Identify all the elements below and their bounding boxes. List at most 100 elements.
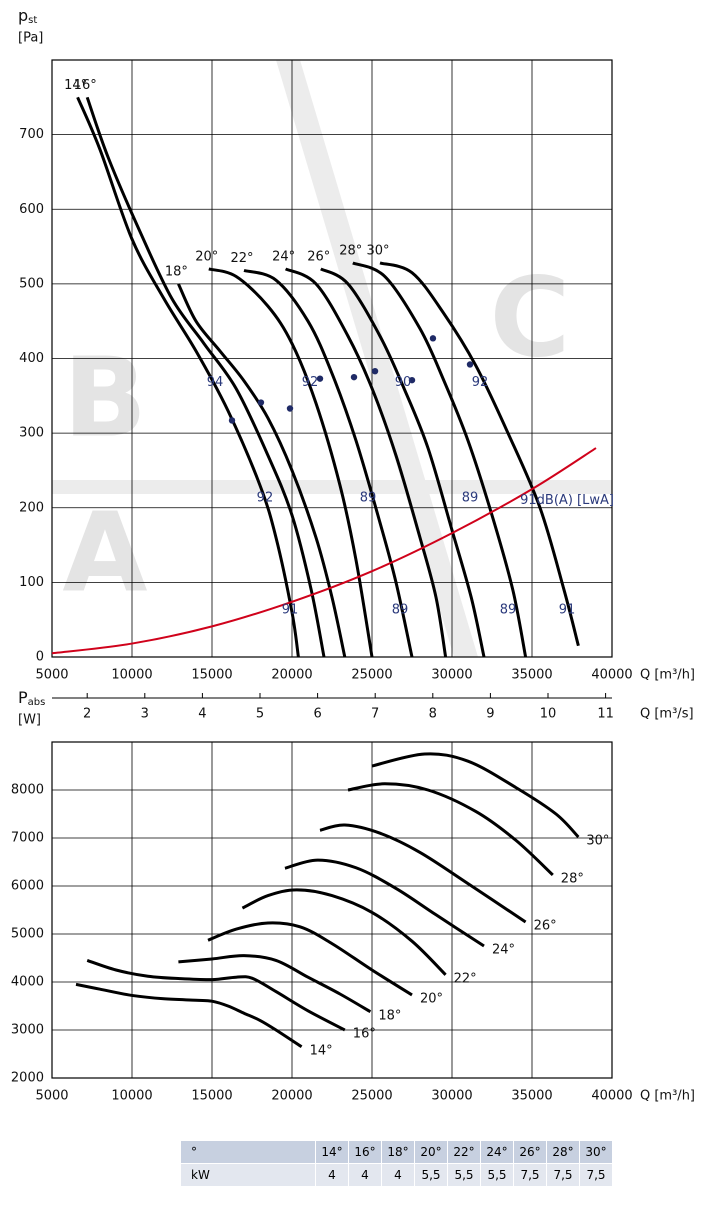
sound-level-label: 89 — [462, 491, 479, 506]
x2-tick-label: 6 — [313, 707, 321, 722]
x2-tick-label: 8 — [429, 707, 437, 722]
x2-tick-label: 11 — [597, 707, 614, 722]
x-tick-label: 30000 — [431, 668, 472, 683]
y-axis-symbol: p — [18, 6, 28, 25]
y-axis-unit: [Pa] — [18, 31, 43, 46]
curve-label: 28° — [561, 871, 584, 886]
y-axis-symbol: P — [18, 688, 28, 707]
y-tick-label: 400 — [19, 351, 44, 366]
x-tick-label: 25000 — [351, 1089, 392, 1104]
x2-axis-label: Q [m³/s] — [640, 707, 694, 722]
y-tick-label: 200 — [19, 500, 44, 515]
table-cell: 7,5 — [579, 1163, 613, 1187]
y-tick-label: 100 — [19, 575, 44, 590]
curve-label: 20° — [420, 991, 443, 1006]
x-axis-label: Q [m³/h] — [640, 668, 695, 683]
curve — [178, 954, 372, 1014]
curve-label: 30° — [366, 243, 389, 258]
y-tick-label: 500 — [19, 276, 44, 291]
table-cell: 20° — [414, 1140, 448, 1164]
table-cell: 4 — [315, 1163, 349, 1187]
x-tick-label: 20000 — [271, 668, 312, 683]
power-table: ° 14° 16° 18° 20° 22° 24° 26° 28° 30° kW 4 4 4 5,5 5,5 5… — [180, 1140, 613, 1187]
y-tick-label: 700 — [19, 127, 44, 142]
operating-point — [466, 361, 474, 368]
curve-label: 28° — [339, 243, 362, 258]
curve — [85, 96, 326, 658]
curve-label: 22° — [454, 971, 477, 986]
x-tick-label: 40000 — [591, 1089, 632, 1104]
y-axis-subscript: st — [28, 15, 37, 26]
x-tick-label: 5000 — [35, 668, 68, 683]
plot-frame — [51, 741, 613, 1079]
curve — [243, 268, 414, 658]
zone-letter: A — [62, 488, 147, 616]
table-cell: kW — [180, 1163, 316, 1187]
y-tick-label: 5000 — [11, 927, 44, 942]
operating-point — [286, 405, 294, 412]
sound-level-label: 91 — [282, 602, 299, 617]
sound-level-label: 89 — [500, 602, 517, 617]
curve-label: 24° — [492, 943, 515, 958]
table-cell: 24° — [480, 1140, 514, 1164]
y-tick-label: 300 — [19, 426, 44, 441]
y-tick-label: 3000 — [11, 1023, 44, 1038]
y-axis-label: pst — [18, 6, 37, 27]
x-tick-label: 40000 — [591, 668, 632, 683]
sound-level-label: 92 — [302, 375, 319, 390]
curve-label: 30° — [586, 834, 609, 849]
operating-point — [371, 367, 379, 375]
x2-tick-label: 10 — [540, 707, 557, 722]
table-cell: 18° — [381, 1140, 415, 1164]
curve-label: 14° — [64, 78, 87, 93]
x-tick-label: 15000 — [191, 1089, 232, 1104]
x2-tick-label: 7 — [371, 707, 379, 722]
table-cell: 26° — [513, 1140, 547, 1164]
sound-level-label: 94 — [207, 375, 224, 390]
y-tick-label: 6000 — [11, 879, 44, 894]
curve-label: 26° — [307, 249, 330, 264]
x-tick-label: 35000 — [511, 668, 552, 683]
x-tick-label: 35000 — [511, 1089, 552, 1104]
y-axis-unit: [W] — [18, 713, 41, 728]
curve — [284, 858, 485, 948]
x2-tick-label: 4 — [198, 707, 206, 722]
curve — [352, 261, 528, 658]
curve — [207, 921, 413, 997]
curve — [86, 958, 346, 1032]
x2-tick-label: 5 — [256, 707, 264, 722]
table-cell: 22° — [447, 1140, 481, 1164]
table-cell: 16° — [348, 1140, 382, 1164]
x-tick-label: 25000 — [351, 668, 392, 683]
table-cell: 5,5 — [447, 1163, 481, 1187]
curve — [51, 447, 597, 655]
sound-level-label: 92 — [472, 375, 489, 390]
table-cell: 5,5 — [480, 1163, 514, 1187]
table-cell: 28° — [546, 1140, 580, 1164]
curve-label: 16° — [74, 78, 97, 93]
x2-tick-label: 9 — [486, 707, 494, 722]
y-tick-label: 4000 — [11, 975, 44, 990]
x-tick-label: 5000 — [35, 1089, 68, 1104]
sound-level-label: 89 — [392, 602, 409, 617]
table-row: ° 14° 16° 18° 20° 22° 24° 26° 28° 30° — [180, 1140, 613, 1164]
curve — [347, 782, 554, 877]
curve — [208, 267, 374, 658]
operating-point — [408, 376, 416, 384]
y-tick-label: 2000 — [11, 1071, 44, 1086]
operating-point — [228, 417, 236, 424]
zone-letter: C — [490, 253, 571, 381]
zone-letter: B — [63, 333, 147, 461]
y-tick-label: 8000 — [11, 783, 44, 798]
zone-divider — [52, 480, 612, 494]
y-tick-label: 600 — [19, 202, 44, 217]
operating-point — [257, 399, 265, 406]
curve — [75, 982, 303, 1049]
curve — [379, 261, 580, 647]
curve-label: 24° — [272, 249, 295, 264]
x2-tick-label: 3 — [141, 707, 149, 722]
table-cell: 7,5 — [546, 1163, 580, 1187]
x-tick-label: 10000 — [111, 1089, 152, 1104]
operating-point — [350, 373, 358, 381]
